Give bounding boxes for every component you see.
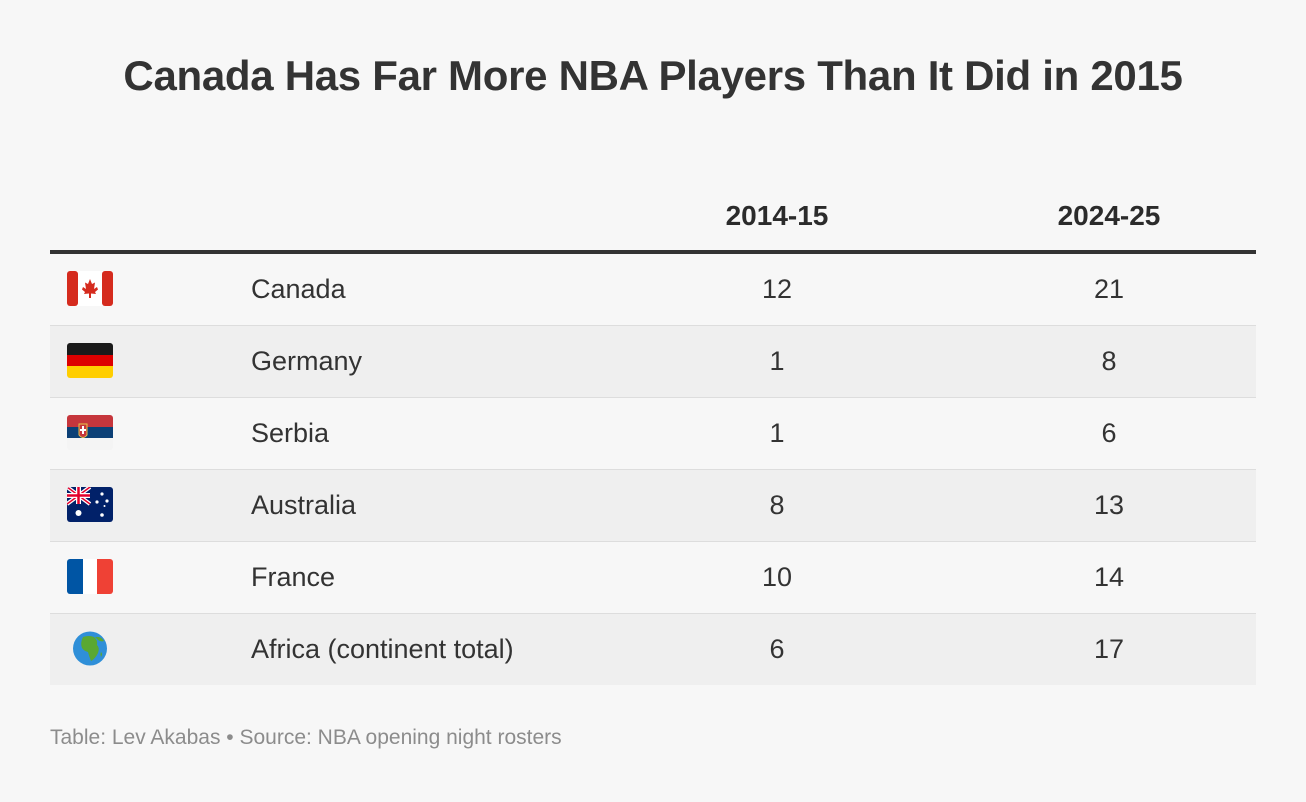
value-2024-25: 21 [1093, 274, 1125, 304]
value-2014-15: 10 [761, 562, 793, 592]
data-table: 2014-15 2024-25 Canada 12 21 [50, 180, 1256, 685]
column-header-2024-25: 2024-25 [1057, 200, 1161, 231]
value-2024-25: 17 [1093, 634, 1125, 664]
flag-australia-icon [67, 487, 113, 522]
value-2024-25: 14 [1093, 562, 1125, 592]
globe-africa-icon [67, 631, 113, 666]
flag-france-icon [67, 559, 113, 594]
country-name: Africa (continent total) [251, 634, 514, 664]
chart-title: Canada Has Far More NBA Players Than It … [123, 52, 1183, 99]
value-2024-25: 8 [1101, 346, 1117, 376]
country-name: Australia [251, 490, 357, 520]
value-2024-25: 13 [1093, 490, 1125, 520]
flag-canada-icon [67, 271, 113, 306]
value-2014-15: 12 [761, 274, 793, 304]
flag-germany-icon [67, 343, 113, 378]
country-name: Germany [251, 346, 363, 376]
country-name: Serbia [251, 418, 330, 448]
flag-serbia-icon [67, 415, 113, 450]
table-row: France 10 14 [50, 542, 1256, 614]
table-row: Canada 12 21 [50, 254, 1256, 326]
column-header-2014-15: 2014-15 [725, 200, 829, 231]
table-row: Germany 1 8 [50, 326, 1256, 398]
value-2024-25: 6 [1101, 418, 1117, 448]
table-row: Africa (continent total) 6 17 [50, 614, 1256, 685]
country-name: France [251, 562, 336, 592]
table-row: Serbia 1 6 [50, 398, 1256, 470]
table-header: 2014-15 2024-25 [50, 180, 1256, 254]
value-2014-15: 6 [769, 634, 785, 664]
value-2014-15: 1 [769, 418, 785, 448]
source-credit: Table: Lev Akabas • Source: NBA opening … [50, 726, 562, 749]
value-2014-15: 1 [769, 346, 785, 376]
table-row: Australia 8 13 [50, 470, 1256, 542]
value-2014-15: 8 [769, 490, 785, 520]
country-name: Canada [251, 274, 346, 304]
